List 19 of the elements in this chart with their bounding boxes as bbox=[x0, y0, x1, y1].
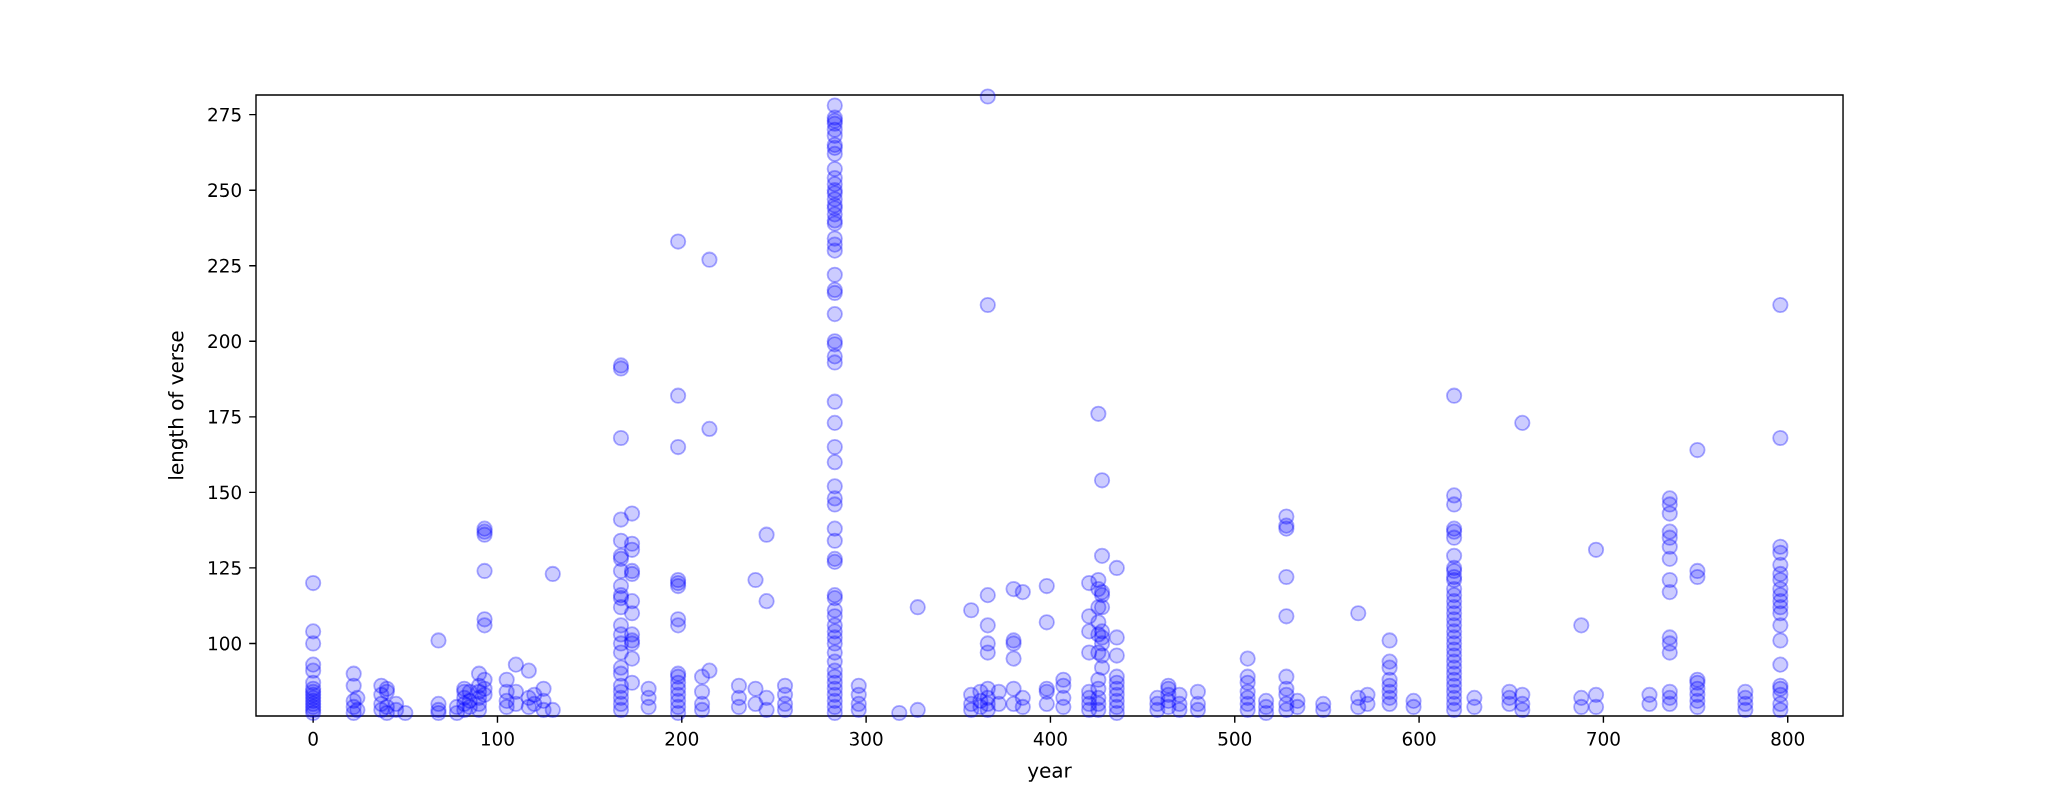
x-tick-label: 0 bbox=[308, 731, 318, 746]
x-tick-label: 800 bbox=[1771, 731, 1805, 746]
y-tick-label: 250 bbox=[208, 183, 241, 198]
x-axis-title: year bbox=[1027, 766, 1072, 782]
y-tick-label: 225 bbox=[208, 258, 241, 273]
x-tick-label: 700 bbox=[1587, 731, 1620, 746]
x-tick-label: 400 bbox=[1033, 731, 1067, 746]
y-tick-label: 100 bbox=[209, 636, 241, 651]
x-tick-label: 300 bbox=[849, 731, 883, 746]
y-tick-label: 150 bbox=[209, 485, 241, 500]
y-tick-label: 200 bbox=[208, 334, 241, 349]
x-tick-label: 200 bbox=[665, 731, 699, 746]
y-tick-label: 175 bbox=[209, 410, 241, 424]
y-tick-label: 125 bbox=[209, 560, 241, 575]
x-tick-label: 600 bbox=[1402, 731, 1436, 746]
x-tick-label: 500 bbox=[1218, 731, 1252, 746]
x-tick-label: 100 bbox=[481, 731, 514, 746]
y-axis-title: length of verse bbox=[168, 331, 188, 479]
y-tick-label: 275 bbox=[208, 107, 241, 122]
